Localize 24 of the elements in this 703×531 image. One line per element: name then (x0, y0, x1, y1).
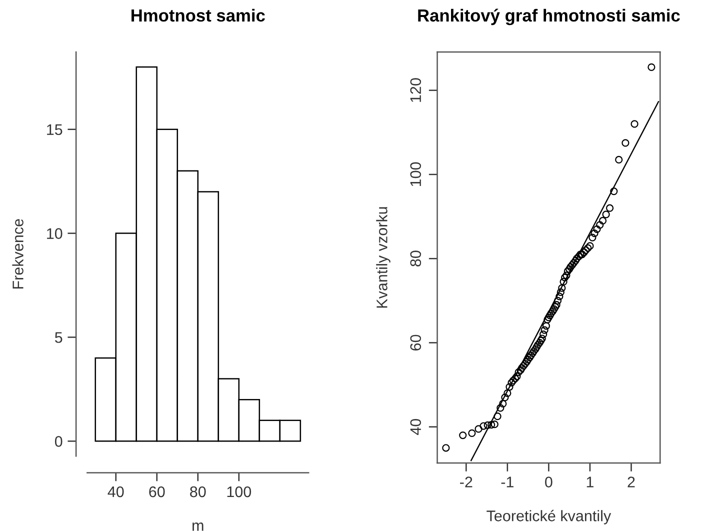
x-tick-label: 60 (149, 486, 165, 498)
y-tick-label: 40 (410, 418, 422, 435)
y-tick-label: 80 (410, 250, 422, 266)
y-tick-label: 120 (410, 78, 422, 102)
x-tick-label: 2 (628, 476, 635, 488)
x-axis-title: Teoretické kvantily (486, 510, 612, 524)
y-tick-label: 100 (410, 162, 422, 186)
y-tick-label: 0 (54, 436, 62, 447)
x-tick-label: 100 (227, 486, 252, 498)
y-tick-label: 5 (54, 332, 62, 343)
x-tick-label: 80 (190, 486, 206, 498)
x-tick-label: 0 (545, 476, 552, 488)
x-tick-label: 1 (586, 476, 594, 488)
chart-title: Hmotnost samic (132, 8, 265, 22)
x-tick-label: -2 (460, 476, 472, 488)
y-axis-title: Frekvence (12, 219, 24, 288)
y-tick-label: 15 (47, 124, 62, 136)
x-axis-title: m (192, 522, 204, 531)
x-tick-label: 40 (108, 486, 124, 498)
y-axis-title: Kvantily vzorku (376, 207, 390, 308)
y-tick-label: 60 (410, 334, 422, 350)
x-tick-label: -1 (501, 476, 514, 488)
y-tick-label: 10 (47, 228, 62, 239)
chart-title: Rankitový graf hmotnosti samic (418, 8, 680, 26)
